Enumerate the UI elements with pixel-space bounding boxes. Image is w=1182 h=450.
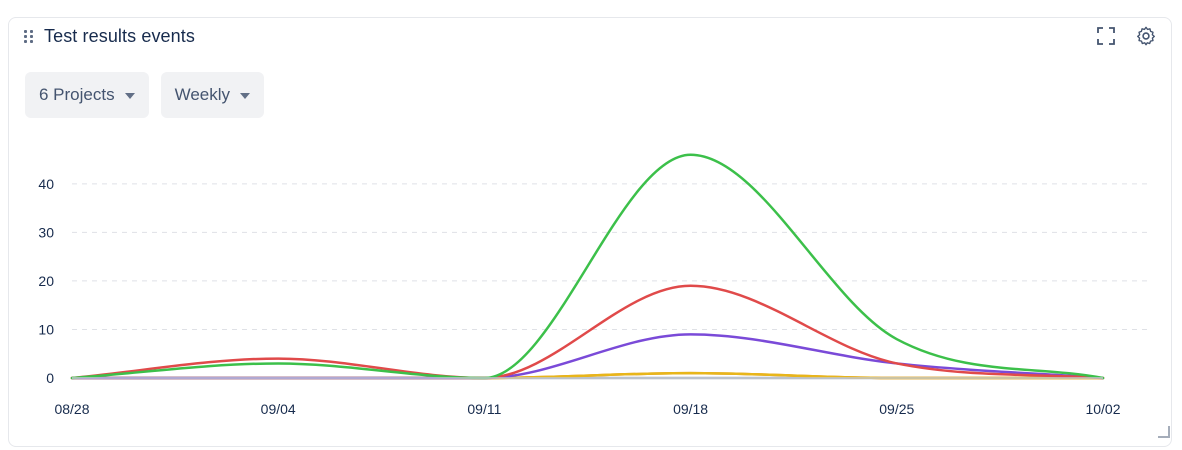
widget-toolbar (1094, 24, 1158, 48)
filter-bar: 6 Projects Weekly (25, 72, 265, 118)
drag-handle-icon[interactable] (24, 29, 34, 44)
chevron-down-icon (240, 93, 251, 99)
settings-gear-icon[interactable] (1134, 24, 1158, 48)
projects-dropdown-label: 6 Projects (39, 85, 115, 104)
period-dropdown[interactable]: Weekly (160, 72, 265, 118)
widget-title: Test results events (44, 26, 195, 46)
chevron-down-icon (124, 93, 135, 99)
widget-header: Test results events (24, 26, 195, 47)
resize-handle-icon[interactable] (1158, 426, 1170, 438)
projects-dropdown[interactable]: 6 Projects (25, 72, 149, 118)
fullscreen-icon[interactable] (1094, 24, 1118, 48)
period-dropdown-label: Weekly (174, 85, 231, 104)
